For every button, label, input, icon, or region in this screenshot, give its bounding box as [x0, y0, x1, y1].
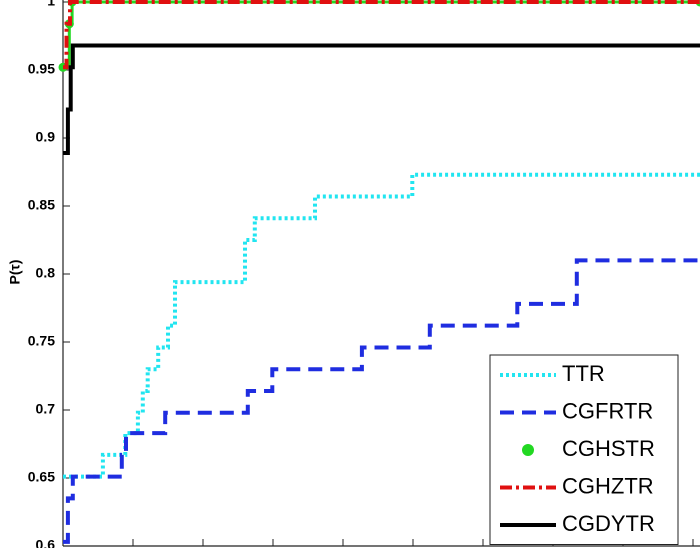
y-tick-label: 0.9	[36, 129, 56, 145]
legend-label: CGFRTR	[562, 398, 653, 423]
y-tick-label: 0.85	[28, 197, 55, 213]
series-line	[63, 172, 700, 479]
series-line	[63, 0, 700, 69]
series-line	[63, 43, 700, 155]
legend-marker	[522, 444, 534, 456]
y-tick-label: 0.95	[28, 61, 55, 77]
y-tick-label: 0.65	[28, 469, 55, 485]
series-line	[63, 258, 700, 544]
legend-box	[489, 354, 679, 545]
y-tick-label: 0.6	[36, 537, 56, 548]
legend-label: TTR	[562, 361, 605, 386]
series-line	[63, 0, 700, 70]
y-tick-label: 0.75	[28, 333, 55, 349]
y-tick-label: 0.8	[36, 265, 56, 281]
y-tick-label: 1	[47, 0, 55, 9]
legend-label: CGHSTR	[562, 436, 655, 461]
y-axis-label: P(τ)	[7, 260, 23, 285]
legend-label: CGHZTR	[562, 473, 654, 498]
y-tick-label: 0.7	[36, 401, 56, 417]
legend-label: CGDYTR	[562, 511, 655, 536]
